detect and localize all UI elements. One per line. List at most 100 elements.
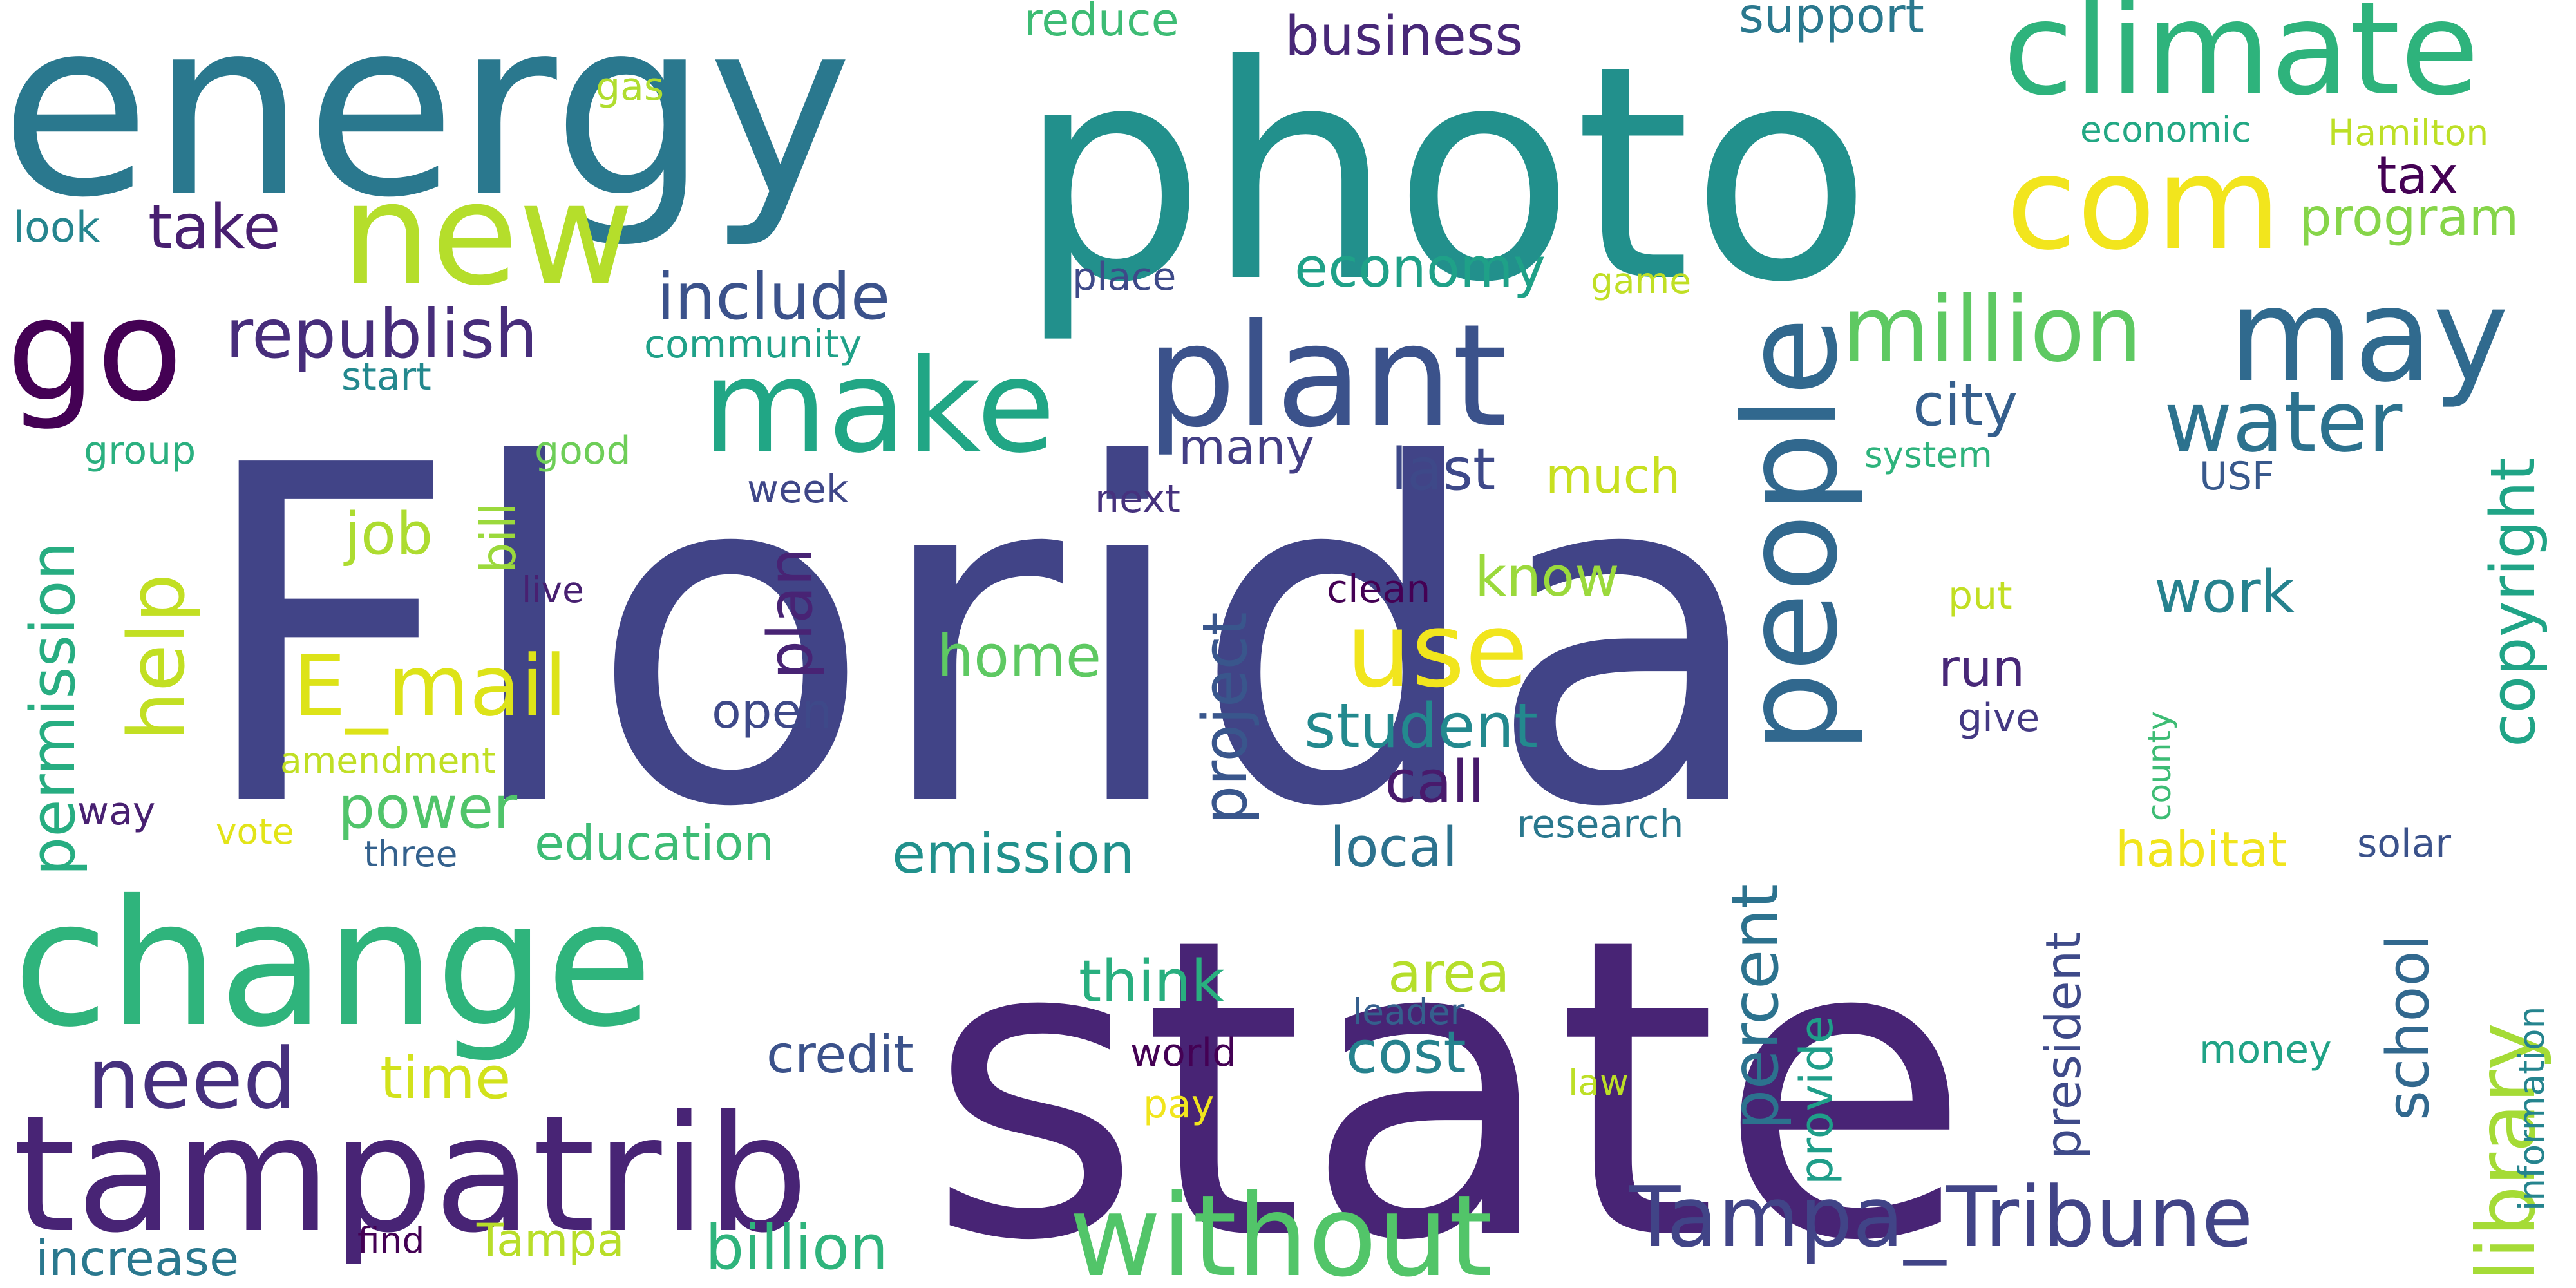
word-city: city (1913, 372, 2018, 439)
word-include: include (657, 259, 890, 334)
word-bill: bill (470, 502, 527, 573)
word-million: million (1842, 278, 2142, 383)
word-good: good (535, 428, 631, 473)
word-know: know (1475, 545, 1620, 609)
word-local: local (1330, 816, 1457, 880)
word-library: library (2460, 1023, 2553, 1282)
word-group: group (84, 428, 196, 473)
word-state: state (927, 851, 1971, 1288)
word-education: education (535, 815, 774, 871)
word-change: change (13, 862, 653, 1065)
word-increase: increase (35, 1230, 239, 1287)
word-photo: photo (1018, 3, 1872, 347)
word-money: money (2199, 1027, 2332, 1072)
word-copyright: copyright (2478, 457, 2549, 747)
word-place: place (1072, 254, 1176, 299)
word-time: time (380, 1045, 511, 1112)
word-amendment: amendment (280, 740, 496, 781)
word-school: school (2374, 934, 2442, 1121)
word-com: com (2006, 129, 2281, 279)
word-give: give (1958, 696, 2040, 741)
word-use: use (1346, 590, 1528, 710)
word-people: people (1716, 317, 1866, 753)
word-take: take (148, 192, 281, 263)
word-student: student (1304, 691, 1538, 762)
word-republish: republish (225, 295, 538, 374)
word-without: without (1069, 1171, 1493, 1288)
word-area: area (1388, 942, 1510, 1005)
word-vote: vote (216, 811, 294, 852)
word-usf: USF (2199, 454, 2275, 499)
word-support: support (1739, 0, 1924, 44)
word-new: new (341, 152, 634, 317)
word-program: program (2299, 187, 2519, 247)
word-next: next (1095, 477, 1180, 522)
word-tax: tax (2376, 146, 2459, 205)
word-last: last (1391, 436, 1495, 504)
word-live: live (522, 569, 584, 611)
word-business: business (1285, 5, 1523, 68)
word-run: run (1938, 638, 2025, 698)
word-help: help (113, 574, 202, 741)
word-find: find (357, 1220, 424, 1261)
word-work: work (2154, 558, 2295, 626)
word-many: many (1179, 419, 1314, 475)
word-look: look (13, 204, 100, 252)
word-may: may (2228, 261, 2509, 411)
word-need: need (87, 1030, 296, 1128)
word-credit: credit (766, 1025, 914, 1084)
word-water: water (2164, 373, 2403, 471)
word-permission: permission (18, 542, 89, 876)
word-system: system (1864, 434, 1993, 475)
word-tampa-tribune: Tampa_Tribune (1629, 1168, 2253, 1266)
word-world: world (1130, 1030, 1236, 1075)
word-e-mail: E_mail (293, 637, 567, 735)
word-reduce: reduce (1024, 0, 1179, 46)
word-project: project (1190, 612, 1261, 824)
word-energy: energy (0, 0, 853, 251)
word-three: three (364, 833, 458, 875)
word-cost: cost (1346, 1019, 1466, 1086)
word-job: job (343, 500, 433, 568)
word-start: start (341, 354, 431, 399)
word-open: open (712, 683, 832, 739)
word-hamilton: Hamilton (2328, 112, 2488, 153)
word-plan: plan (755, 547, 826, 679)
word-plant: plant (1146, 294, 1508, 459)
word-information: information (2511, 1007, 2552, 1211)
word-leader: leader (1352, 991, 1465, 1032)
word-county: county (2141, 711, 2178, 821)
word-billion: billion (705, 1213, 888, 1283)
word-week: week (747, 467, 849, 512)
word-pay: pay (1143, 1082, 1214, 1127)
word-provide: provide (1790, 1016, 1843, 1185)
word-climate: climate (2003, 0, 2479, 124)
word-community: community (644, 322, 862, 367)
word-way: way (77, 789, 155, 834)
word-think: think (1079, 948, 1225, 1016)
word-call: call (1385, 748, 1484, 816)
word-research: research (1517, 802, 1684, 847)
word-economic: economic (2080, 109, 2251, 150)
word-president: president (2035, 931, 2092, 1159)
word-florida: Florida (193, 368, 1770, 908)
word-tampatrib: tampatrib (13, 1081, 809, 1268)
word-habitat: habitat (2116, 821, 2287, 878)
word-clean: clean (1327, 567, 1430, 612)
word-law: law (1568, 1062, 1629, 1103)
word-economy: economy (1294, 236, 1546, 300)
word-put: put (1948, 573, 2012, 618)
word-gas: gas (596, 64, 664, 109)
word-percent: percent (1718, 884, 1793, 1130)
word-emission: emission (892, 822, 1135, 886)
word-power: power (338, 774, 517, 842)
word-much: much (1546, 448, 1680, 504)
word-game: game (1591, 260, 1691, 301)
word-solar: solar (2357, 821, 2451, 866)
word-go: go (6, 268, 183, 433)
word-home: home (937, 623, 1101, 690)
word-tampa: Tampa (476, 1214, 625, 1267)
word-make: make (702, 332, 1056, 482)
